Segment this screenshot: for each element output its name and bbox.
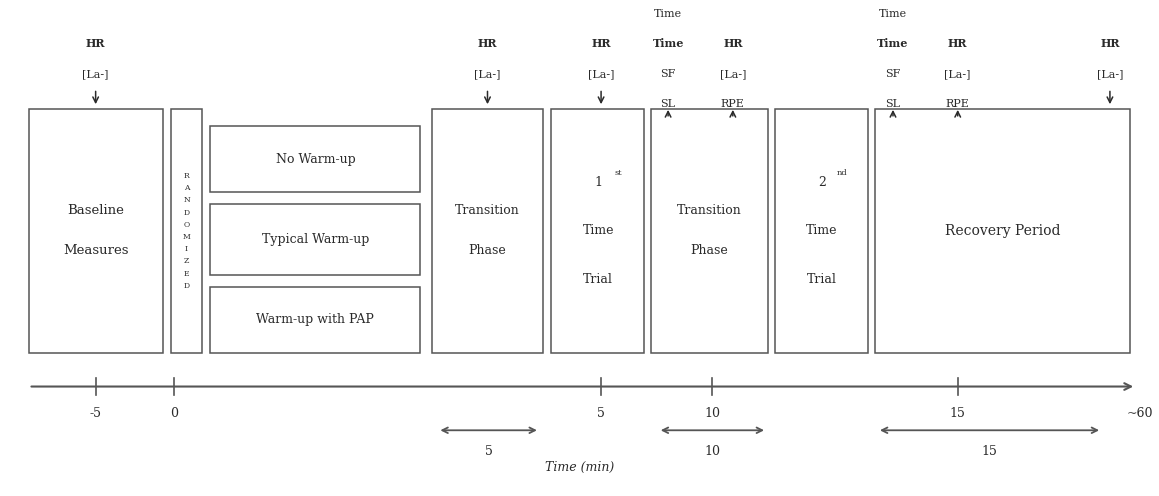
Text: HR: HR <box>723 38 743 49</box>
Text: HR: HR <box>948 38 968 49</box>
Text: 5: 5 <box>597 407 605 420</box>
Text: Time: Time <box>879 9 907 19</box>
Text: [La-]: [La-] <box>945 69 971 79</box>
Text: SL: SL <box>885 99 901 109</box>
Text: 2: 2 <box>818 176 826 189</box>
Text: HR: HR <box>86 38 105 49</box>
Bar <box>432 110 544 353</box>
Text: [La-]: [La-] <box>82 69 109 79</box>
Text: 1: 1 <box>595 176 603 189</box>
Text: Time (min): Time (min) <box>545 461 614 474</box>
Text: [La-]: [La-] <box>1096 69 1123 79</box>
Text: 10: 10 <box>705 407 721 420</box>
Text: Time: Time <box>807 225 838 238</box>
Text: Time: Time <box>583 225 614 238</box>
Text: nd: nd <box>837 169 848 177</box>
Bar <box>170 110 203 353</box>
Text: Warm-up with PAP: Warm-up with PAP <box>256 313 374 326</box>
Text: Time: Time <box>653 38 684 49</box>
Bar <box>875 110 1130 353</box>
Text: R
A
N
D
O
M
I
Z
E
D: R A N D O M I Z E D <box>183 172 190 290</box>
Bar <box>552 110 644 353</box>
Bar <box>651 110 768 353</box>
Text: Trial: Trial <box>807 273 837 286</box>
Text: SF: SF <box>885 69 901 79</box>
Text: HR: HR <box>591 38 611 49</box>
Text: SL: SL <box>661 99 676 109</box>
Text: 5: 5 <box>484 445 493 458</box>
Text: Typical Warm-up: Typical Warm-up <box>262 233 369 246</box>
Bar <box>775 110 868 353</box>
Text: -5: -5 <box>89 407 102 420</box>
Text: Recovery Period: Recovery Period <box>945 224 1060 238</box>
Text: HR: HR <box>478 38 497 49</box>
Text: 10: 10 <box>705 445 721 458</box>
Text: Time: Time <box>654 9 683 19</box>
Bar <box>211 126 421 192</box>
Text: No Warm-up: No Warm-up <box>276 153 356 166</box>
Text: Transition

Phase: Transition Phase <box>455 204 520 257</box>
Text: 15: 15 <box>982 445 998 458</box>
Text: RPE: RPE <box>721 99 745 109</box>
Text: [La-]: [La-] <box>720 69 746 79</box>
Bar <box>211 204 421 275</box>
Text: Trial: Trial <box>583 273 613 286</box>
Text: ~60: ~60 <box>1127 407 1153 420</box>
Text: 15: 15 <box>949 407 965 420</box>
Bar <box>211 287 421 353</box>
Text: [La-]: [La-] <box>588 69 614 79</box>
Text: 0: 0 <box>170 407 178 420</box>
Text: Transition

Phase: Transition Phase <box>677 204 742 257</box>
Text: RPE: RPE <box>946 99 970 109</box>
Text: [La-]: [La-] <box>474 69 501 79</box>
Text: SF: SF <box>661 69 676 79</box>
Text: Time: Time <box>877 38 909 49</box>
Text: Baseline

Measures: Baseline Measures <box>63 204 129 257</box>
Bar <box>29 110 162 353</box>
Text: st: st <box>615 169 622 177</box>
Text: HR: HR <box>1100 38 1120 49</box>
